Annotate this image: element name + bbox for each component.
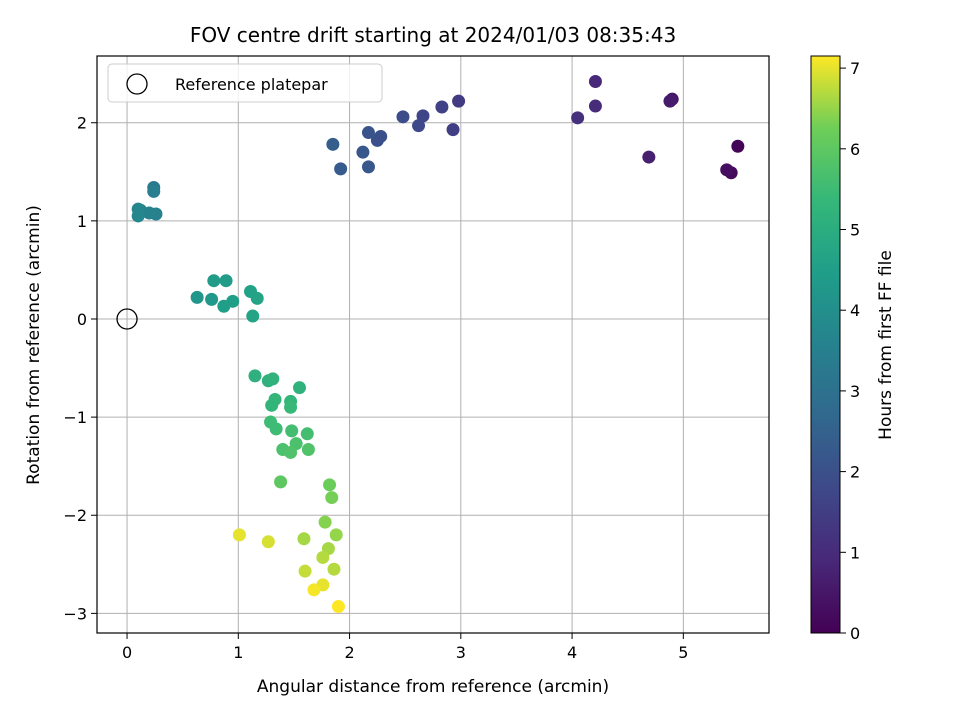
data-point: [298, 564, 312, 578]
scatter-points: [116, 75, 745, 614]
data-point: [205, 292, 219, 306]
y-tick-label: −2: [63, 506, 87, 525]
colorbar-tick-label: 4: [850, 301, 860, 320]
y-tick-label: −1: [63, 408, 87, 427]
grid-lines: [97, 56, 769, 633]
y-tick-label: 1: [77, 212, 87, 231]
data-point: [370, 133, 384, 147]
data-point: [248, 369, 262, 383]
data-point: [356, 145, 370, 159]
data-point: [297, 532, 311, 546]
data-point: [292, 381, 306, 395]
data-point: [323, 478, 337, 492]
axis-ticks: 0 1 2 3 4 5 −3 −2 −1 0 1 2: [63, 114, 688, 662]
colorbar: 0 1 2 3 4 5 6 7 Hours from first FF file: [810, 55, 896, 643]
x-tick-label: 0: [122, 643, 132, 662]
data-point: [588, 99, 602, 113]
data-point: [663, 94, 677, 108]
data-point: [571, 111, 585, 125]
data-point: [326, 137, 340, 151]
data-point: [334, 162, 348, 176]
data-point: [416, 109, 430, 123]
data-point: [269, 422, 283, 436]
data-point: [731, 139, 745, 153]
data-point: [720, 163, 734, 177]
y-tick-label: 2: [77, 114, 87, 133]
data-point: [246, 309, 260, 323]
x-tick-label: 3: [456, 643, 466, 662]
y-tick-label: 0: [77, 310, 87, 329]
colorbar-tick-label: 0: [850, 624, 860, 643]
legend-marker-reference: [126, 73, 148, 95]
data-point: [307, 583, 321, 597]
data-point: [284, 400, 298, 414]
data-point: [285, 424, 299, 438]
data-point: [190, 290, 204, 304]
x-tick-label: 1: [233, 643, 243, 662]
data-point: [452, 94, 466, 108]
data-point: [147, 184, 161, 198]
y-axis-label: Rotation from reference (arcmin): [24, 205, 44, 485]
x-tick-label: 2: [344, 643, 354, 662]
data-point: [274, 475, 288, 489]
data-point: [232, 528, 246, 542]
data-point: [284, 445, 298, 459]
colorbar-tick-label: 5: [850, 221, 860, 240]
colorbar-tick-label: 3: [850, 382, 860, 401]
data-point: [325, 491, 339, 505]
data-point: [261, 535, 275, 549]
data-point: [131, 209, 145, 223]
data-point: [300, 427, 314, 441]
legend-box: [107, 63, 383, 103]
colorbar-label: Hours from first FF file: [876, 250, 896, 440]
data-point: [435, 100, 449, 114]
data-point: [329, 528, 343, 542]
data-point: [266, 372, 280, 386]
data-point: [265, 398, 279, 412]
legend: Reference platepar: [107, 63, 383, 103]
x-tick-label: 4: [567, 643, 577, 662]
data-point: [316, 550, 330, 564]
data-point: [396, 110, 410, 124]
data-point: [250, 291, 264, 305]
x-tick-label: 5: [678, 643, 688, 662]
legend-entry-reference: Reference platepar: [175, 75, 328, 94]
data-point: [226, 294, 240, 308]
data-point: [588, 75, 602, 89]
colorbar-tick-label: 6: [850, 140, 860, 159]
data-point: [207, 274, 221, 288]
data-point: [219, 274, 233, 288]
data-point: [361, 160, 375, 174]
data-point: [446, 123, 460, 137]
data-point: [301, 442, 315, 456]
chart-title: FOV centre drift starting at 2024/01/03 …: [190, 23, 676, 47]
data-point: [412, 119, 426, 133]
plot-frame: [96, 55, 770, 634]
data-point: [327, 562, 341, 576]
colorbar-ticks: 0 1 2 3 4 5 6 7: [840, 59, 860, 643]
colorbar-tick-label: 7: [850, 59, 860, 78]
data-point: [318, 515, 332, 529]
reference-platepar-marker: [116, 308, 138, 330]
colorbar-tick-label: 2: [850, 463, 860, 482]
x-axis-label: Angular distance from reference (arcmin): [257, 677, 609, 697]
data-point: [642, 150, 656, 164]
data-point: [331, 600, 345, 614]
data-point: [361, 126, 375, 140]
colorbar-gradient: [810, 55, 841, 634]
y-tick-label: −3: [63, 604, 87, 623]
colorbar-tick-label: 1: [850, 543, 860, 562]
